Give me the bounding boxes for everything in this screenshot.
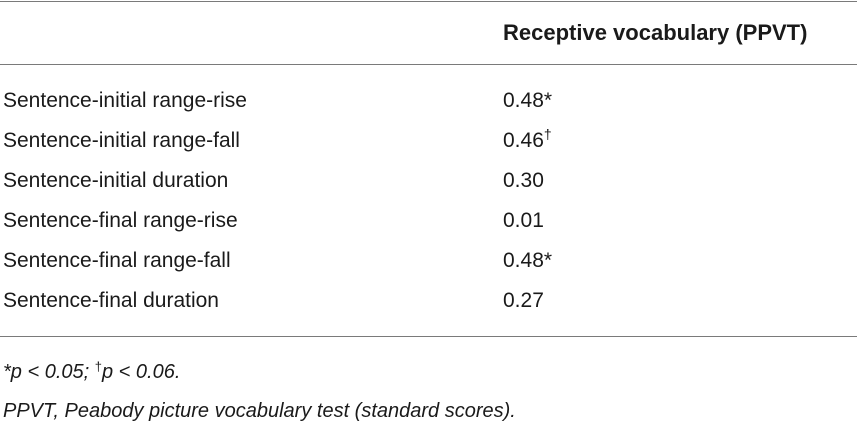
top-rule	[0, 1, 857, 2]
row-label: Sentence-final range-fall	[3, 249, 231, 272]
table-row: Sentence-final range-rise 0.01	[0, 206, 857, 246]
value-number: 0.30	[503, 169, 544, 192]
table-row: Sentence-initial duration 0.30	[0, 166, 857, 206]
dagger-text: p < 0.06.	[102, 361, 181, 383]
value-number: 0.01	[503, 209, 544, 232]
significance-footnote: *p < 0.05; †p < 0.06.	[3, 358, 180, 386]
dagger-symbol: †	[94, 359, 102, 374]
row-value: 0.27	[503, 286, 544, 316]
row-value: 0.01	[503, 206, 544, 236]
header-rule	[0, 64, 857, 65]
data-table: Sentence-initial range-rise 0.48* Senten…	[0, 86, 857, 326]
row-label: Sentence-initial duration	[3, 169, 229, 192]
table-row: Sentence-initial range-rise 0.48*	[0, 86, 857, 126]
star-symbol: *	[3, 361, 11, 383]
row-label: Sentence-final range-rise	[3, 209, 238, 232]
significance-mark: *	[543, 249, 553, 272]
table-row: Sentence-initial range-fall 0.46†	[0, 126, 857, 166]
value-number: 0.27	[503, 289, 544, 312]
table-row: Sentence-final duration 0.27	[0, 286, 857, 326]
bottom-rule	[0, 336, 857, 337]
row-value: 0.30	[503, 166, 544, 196]
table-row: Sentence-final range-fall 0.48*	[0, 246, 857, 286]
significance-mark: †	[543, 126, 552, 142]
row-value: 0.48*	[503, 86, 552, 116]
row-label: Sentence-initial range-rise	[3, 89, 247, 112]
value-number: 0.46	[503, 129, 544, 152]
row-label: Sentence-final duration	[3, 289, 219, 312]
significance-mark: *	[543, 89, 553, 112]
row-value: 0.46†	[503, 126, 552, 156]
abbreviation-footnote: PPVT, Peabody picture vocabulary test (s…	[3, 400, 516, 422]
row-label: Sentence-initial range-fall	[3, 129, 240, 152]
row-value: 0.48*	[503, 246, 552, 276]
value-number: 0.48	[503, 89, 544, 112]
column-header: Receptive vocabulary (PPVT)	[503, 20, 808, 45]
value-number: 0.48	[503, 249, 544, 272]
star-text: p < 0.05;	[10, 361, 95, 383]
